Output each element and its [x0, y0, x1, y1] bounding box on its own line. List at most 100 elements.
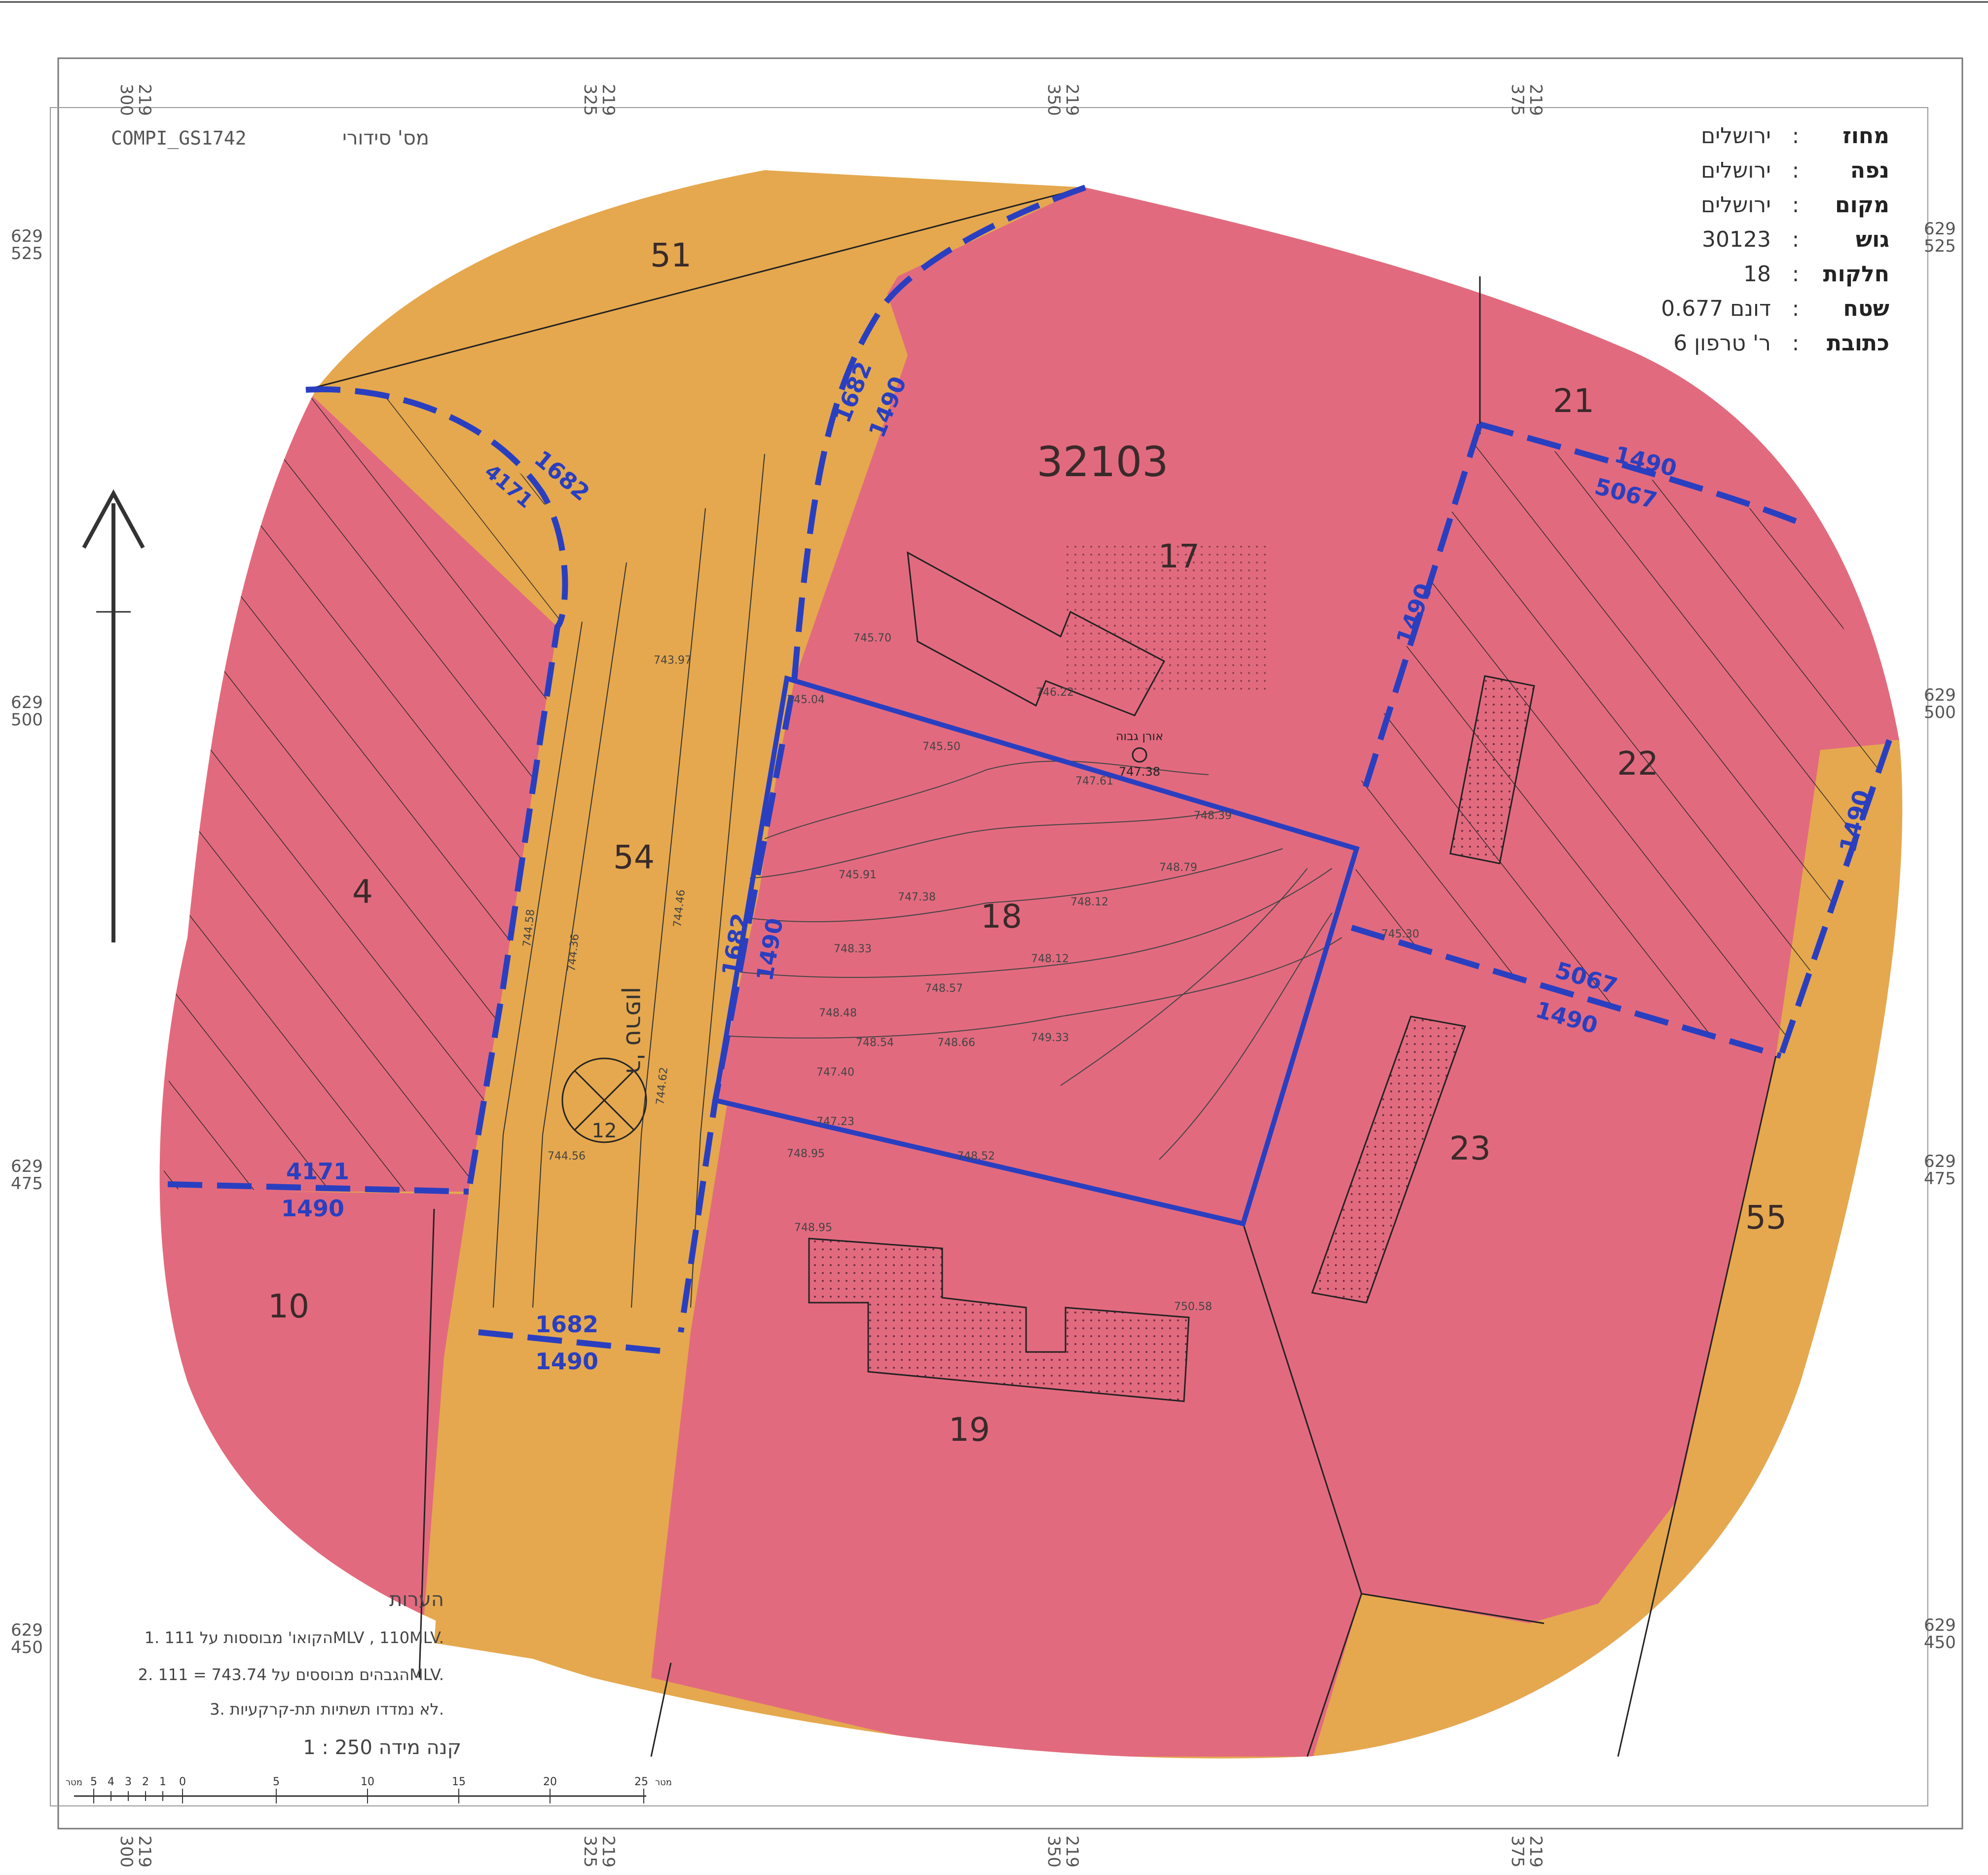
grid-left-1b: 525	[11, 244, 43, 263]
elevation-label: 748.54	[856, 1037, 894, 1049]
elevation-label: 745.70	[853, 632, 891, 644]
info-table: מחוז : ירושלים נפה : ירושלים מקום : ירוש…	[1661, 123, 1889, 356]
note-2: 2. הגבהים מבוססים על 743.74 = 111MLV.	[138, 1665, 444, 1684]
block-number-label: 32103	[1036, 438, 1168, 486]
grid-bottom-4a: 219	[1526, 1836, 1546, 1868]
notes-block: הערות 1. הקואו' מבוססות על 111MLV , 110M…	[138, 1588, 461, 1759]
inner-frame	[50, 107, 1928, 1806]
svg-text::: :	[1792, 296, 1800, 321]
elevation-label: 748.66	[937, 1037, 975, 1049]
parcel-21-label: 21	[1553, 382, 1594, 420]
info-key-parcels: חלקות	[1823, 262, 1889, 287]
grid-right-1b: 525	[1924, 236, 1956, 256]
svg-text:1: 1	[159, 1776, 166, 1788]
info-key-block: גוש	[1856, 227, 1889, 252]
info-key-place: מקום	[1835, 192, 1889, 218]
boundary-1490-h: 1490	[281, 1195, 344, 1222]
outer-frame	[57, 57, 1963, 1830]
info-key-area: שטח	[1843, 296, 1889, 321]
parcel-22-label: 22	[1617, 745, 1658, 783]
elevation-label: 748.95	[787, 1148, 825, 1160]
road-marker-circle	[561, 1057, 647, 1143]
scale-unit-right: מטר	[655, 1777, 672, 1788]
parcel-54-label: 54	[613, 838, 655, 876]
grid-bottom-1b: 300	[116, 1836, 136, 1868]
grid-top-3b: 350	[1044, 84, 1064, 116]
grid-right-4b: 450	[1924, 1633, 1956, 1652]
grid-left-1a: 629	[11, 226, 43, 246]
north-arrow-icon	[82, 489, 145, 942]
elevation-label: 745.50	[922, 741, 960, 753]
info-key-address: כתובת	[1827, 331, 1889, 356]
grid-bottom-4b: 375	[1508, 1836, 1527, 1868]
grid-top-4a: 219	[1526, 84, 1546, 116]
grid-left-4b: 450	[11, 1638, 43, 1657]
grid-top-1a: 219	[135, 84, 154, 116]
note-3: 3. לא נמדדו תשתיות תת-קרקעיות.	[210, 1700, 444, 1719]
scale-unit-left: מטר	[66, 1777, 82, 1788]
svg-text:15: 15	[452, 1776, 466, 1788]
grid-left-2b: 500	[11, 710, 43, 730]
svg-text:25: 25	[634, 1776, 648, 1788]
info-value-district: ירושלים	[1701, 123, 1771, 149]
grid-right-1a: 629	[1924, 219, 1956, 239]
parcel-18-label: 18	[981, 898, 1022, 936]
tree-elevation: 747.38	[1119, 765, 1160, 779]
info-key-subdistrict: נפה	[1850, 158, 1889, 183]
parcel-55-label: 55	[1745, 1199, 1787, 1237]
grid-right-2b: 500	[1924, 703, 1956, 722]
parcel-4-label: 4	[352, 873, 373, 911]
elevation-label: 746.22	[1036, 686, 1074, 699]
svg-text::: :	[1792, 227, 1800, 252]
elevation-label: 748.33	[834, 943, 872, 955]
grid-right-4a: 629	[1924, 1615, 1956, 1635]
svg-text::: :	[1792, 262, 1800, 287]
parcel-10-label: 10	[268, 1287, 309, 1325]
info-value-address: ר' טרפון 6	[1673, 331, 1771, 356]
grid-left-2a: 629	[11, 693, 43, 712]
grid-left-3a: 629	[11, 1157, 43, 1176]
svg-text::: :	[1792, 123, 1800, 149]
grid-top-3a: 219	[1062, 84, 1082, 116]
grid-left-3b: 475	[11, 1174, 43, 1194]
scale-bar: 5 4 3 2 1 0 5 10 15 20 25 מטר מטר	[66, 1776, 672, 1803]
grid-bottom-2a: 219	[598, 1836, 618, 1868]
elevation-label: 747.23	[816, 1116, 854, 1128]
svg-text::: :	[1792, 331, 1800, 356]
grid-bottom-3a: 219	[1062, 1836, 1082, 1868]
grid-top-2b: 325	[580, 84, 600, 116]
elevation-label: 747.40	[816, 1066, 854, 1079]
svg-text:10: 10	[361, 1776, 374, 1788]
parcel-23-label: 23	[1449, 1129, 1491, 1167]
elevation-label: 748.52	[957, 1150, 995, 1162]
note-1: 1. הקואו' מבוססות על 111MLV , 110MLV.	[145, 1628, 444, 1647]
svg-text:20: 20	[543, 1776, 557, 1788]
grid-bottom-3b: 350	[1044, 1836, 1064, 1868]
svg-text:3: 3	[125, 1776, 132, 1788]
grid-right-3b: 475	[1924, 1169, 1956, 1189]
svg-text:5: 5	[90, 1776, 97, 1788]
elevation-label: 745.91	[839, 869, 877, 881]
svg-text:4: 4	[108, 1776, 114, 1788]
boundary-1682-i: 1682	[535, 1311, 598, 1338]
serial-label: מס' סידורי	[342, 127, 429, 150]
elevation-label: 748.57	[925, 982, 963, 995]
grid-bottom-2b: 325	[580, 1836, 600, 1868]
elevation-label: 744.56	[548, 1150, 586, 1162]
elevation-label: 748.12	[1031, 953, 1069, 965]
info-key-district: מחוז	[1842, 123, 1889, 149]
elevation-label: 749.33	[1031, 1032, 1069, 1044]
svg-text:2: 2	[142, 1776, 149, 1788]
info-value-parcels: 18	[1743, 262, 1771, 287]
parcel-17-label: 17	[1158, 537, 1200, 575]
parcel-51-label: 51	[650, 236, 692, 274]
elevation-label: 743.97	[654, 654, 692, 667]
grid-right-2a: 629	[1924, 685, 1956, 705]
scale-label: קנה מידה 250 : 1	[303, 1736, 461, 1759]
elevation-label: 747.61	[1075, 775, 1113, 788]
road-circle-number: 12	[592, 1120, 617, 1142]
tree-marker	[1132, 747, 1147, 763]
elevation-label: 745.30	[1381, 928, 1419, 940]
grid-top-4b: 375	[1508, 84, 1527, 116]
